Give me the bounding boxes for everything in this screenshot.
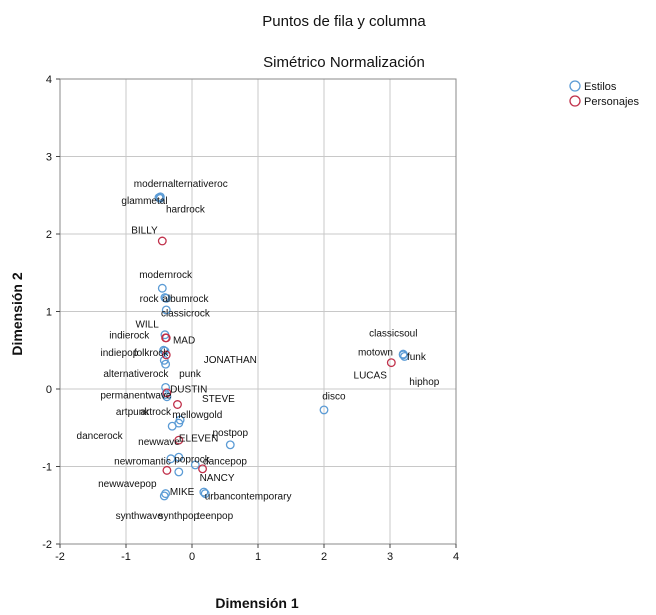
point-personajes-nancy xyxy=(198,464,208,474)
x-tick-label: 4 xyxy=(453,551,459,563)
x-tick-label: 3 xyxy=(387,551,393,563)
x-tick-label: 0 xyxy=(189,551,195,563)
data-points xyxy=(154,192,409,501)
point-label-teenpop: teenpop xyxy=(197,511,234,522)
point-estilos-hiphop xyxy=(400,352,409,361)
point-label-rock: rock xyxy=(140,294,160,305)
point-label-artrock: artrock xyxy=(140,407,172,418)
point-label-newromantic: newromantic xyxy=(114,457,171,468)
point-personajes-mike xyxy=(162,465,172,475)
point-personajes-dustin xyxy=(162,388,172,398)
point-estilos-poprock xyxy=(174,452,184,462)
point-label-classicsoul: classicsoul xyxy=(369,329,417,340)
point-estilos-albumrock xyxy=(161,293,171,303)
point-estilos-teenpop xyxy=(200,489,210,499)
point-estilos-funk xyxy=(398,350,408,360)
legend: Estilos Personajes xyxy=(569,80,640,108)
y-tick-label: 4 xyxy=(46,74,52,86)
point-estilos-urbancontemporary xyxy=(199,487,209,497)
point-label-permanentwave: permanentwave xyxy=(100,391,172,402)
point-label-newwavepop: newwavepop xyxy=(98,479,157,490)
axis-ticks: -2 -1 0 1 2 3 4 -2 -1 0 1 2 3 4 xyxy=(42,74,459,563)
point-label-mad: MAD xyxy=(173,336,195,347)
point-estilos-modernrock xyxy=(157,283,167,293)
x-tick-label: -2 xyxy=(55,551,65,563)
point-estilos-folkrock xyxy=(160,346,170,356)
point-label-steve: STEVE xyxy=(202,394,235,405)
point-label-punk: punk xyxy=(179,369,202,380)
y-tick-label: 1 xyxy=(46,307,52,319)
point-label-disco: disco xyxy=(322,391,346,402)
y-tick-label: 3 xyxy=(46,152,52,164)
y-tick-label: 0 xyxy=(46,384,52,396)
y-tick-label: 2 xyxy=(46,229,52,241)
point-label-glammetal: glammetal xyxy=(121,196,167,207)
point-label-poprock: poprock xyxy=(174,454,211,465)
x-tick-label: 1 xyxy=(255,551,261,563)
legend-marker-estilos xyxy=(569,80,581,92)
point-label-mellowgold: mellowgold xyxy=(172,410,222,421)
point-estilos-newwavepop xyxy=(174,467,184,477)
y-axis-label: Dimensión 2 xyxy=(9,272,25,355)
point-estilos-hardrock xyxy=(155,193,165,203)
point-estilos-alternativerock xyxy=(159,355,169,365)
point-label-postpop: postpop xyxy=(212,428,248,439)
point-label-jonathan: JONATHAN xyxy=(204,355,257,366)
point-label-lucas: LUCAS xyxy=(354,371,388,382)
point-label-indiepop: indiepop xyxy=(100,348,138,359)
point-personajes-lucas xyxy=(386,358,396,368)
point-estilos-classicrock xyxy=(161,305,171,315)
legend-label-personajes: Personajes xyxy=(584,96,640,108)
point-label-dancepop: dancepop xyxy=(203,457,247,468)
point-label-billy: BILLY xyxy=(131,226,158,237)
x-tick-label: -1 xyxy=(121,551,131,563)
y-tick-label: -1 xyxy=(42,462,52,474)
point-estilos-artrock xyxy=(162,392,172,402)
point-estilos-disco xyxy=(319,405,329,415)
legend-label-estilos: Estilos xyxy=(584,81,617,93)
point-estilos-postpop xyxy=(225,440,235,450)
point-label-albumrock: albumrock xyxy=(162,294,209,305)
point-label-synthpop: synthpop xyxy=(159,511,200,522)
point-personajes-eleven xyxy=(174,435,184,445)
point-estilos-synthpop xyxy=(161,489,171,499)
point-label-modernrock: modernrock xyxy=(139,270,193,281)
point-label-mike: MIKE xyxy=(170,487,195,498)
chart-subtitle: Simétrico Normalización xyxy=(263,54,425,71)
point-estilos-dancepop xyxy=(190,460,200,470)
grid xyxy=(59,78,457,545)
point-label-eleven: ELEVEN xyxy=(179,433,218,444)
y-tick-label: -2 xyxy=(42,539,52,551)
point-label-hardrock: hardrock xyxy=(166,205,206,216)
point-label-urbancontemporary: urbancontemporary xyxy=(205,491,292,502)
point-label-newwave: newwave xyxy=(138,437,180,448)
x-axis-label: Dimensión 1 xyxy=(215,595,298,611)
point-label-will: WILL xyxy=(135,319,159,330)
x-tick-label: 2 xyxy=(321,551,327,563)
point-personajes-mad xyxy=(161,333,171,343)
point-personajes-jonathan xyxy=(161,350,171,360)
point-estilos-newwave xyxy=(174,418,184,428)
point-label-indierock: indierock xyxy=(109,330,150,341)
point-label-funk: funk xyxy=(407,352,427,363)
point-label-modernalternativeroc: modernalternativeroc xyxy=(134,179,228,190)
point-label-artpunk: artpunk xyxy=(116,407,150,418)
point-label-synthwave: synthwave xyxy=(116,511,164,522)
legend-marker-personajes xyxy=(569,95,581,107)
point-label-hiphop: hiphop xyxy=(409,377,439,388)
point-label-nancy: NANCY xyxy=(200,473,235,484)
chart-title: Puntos de fila y columna xyxy=(262,13,426,30)
point-label-folkrock: folkrock xyxy=(134,348,169,359)
point-label-motown: motown xyxy=(358,347,393,358)
point-personajes-billy xyxy=(157,236,167,246)
point-estilos-punk xyxy=(161,359,171,369)
point-label-dancerock: dancerock xyxy=(77,431,124,442)
point-label-alternativerock: alternativerock xyxy=(103,369,169,380)
point-label-classicrock: classicrock xyxy=(161,309,211,320)
point-label-dustin: DUSTIN xyxy=(170,385,207,396)
point-personajes-steve xyxy=(173,400,182,409)
